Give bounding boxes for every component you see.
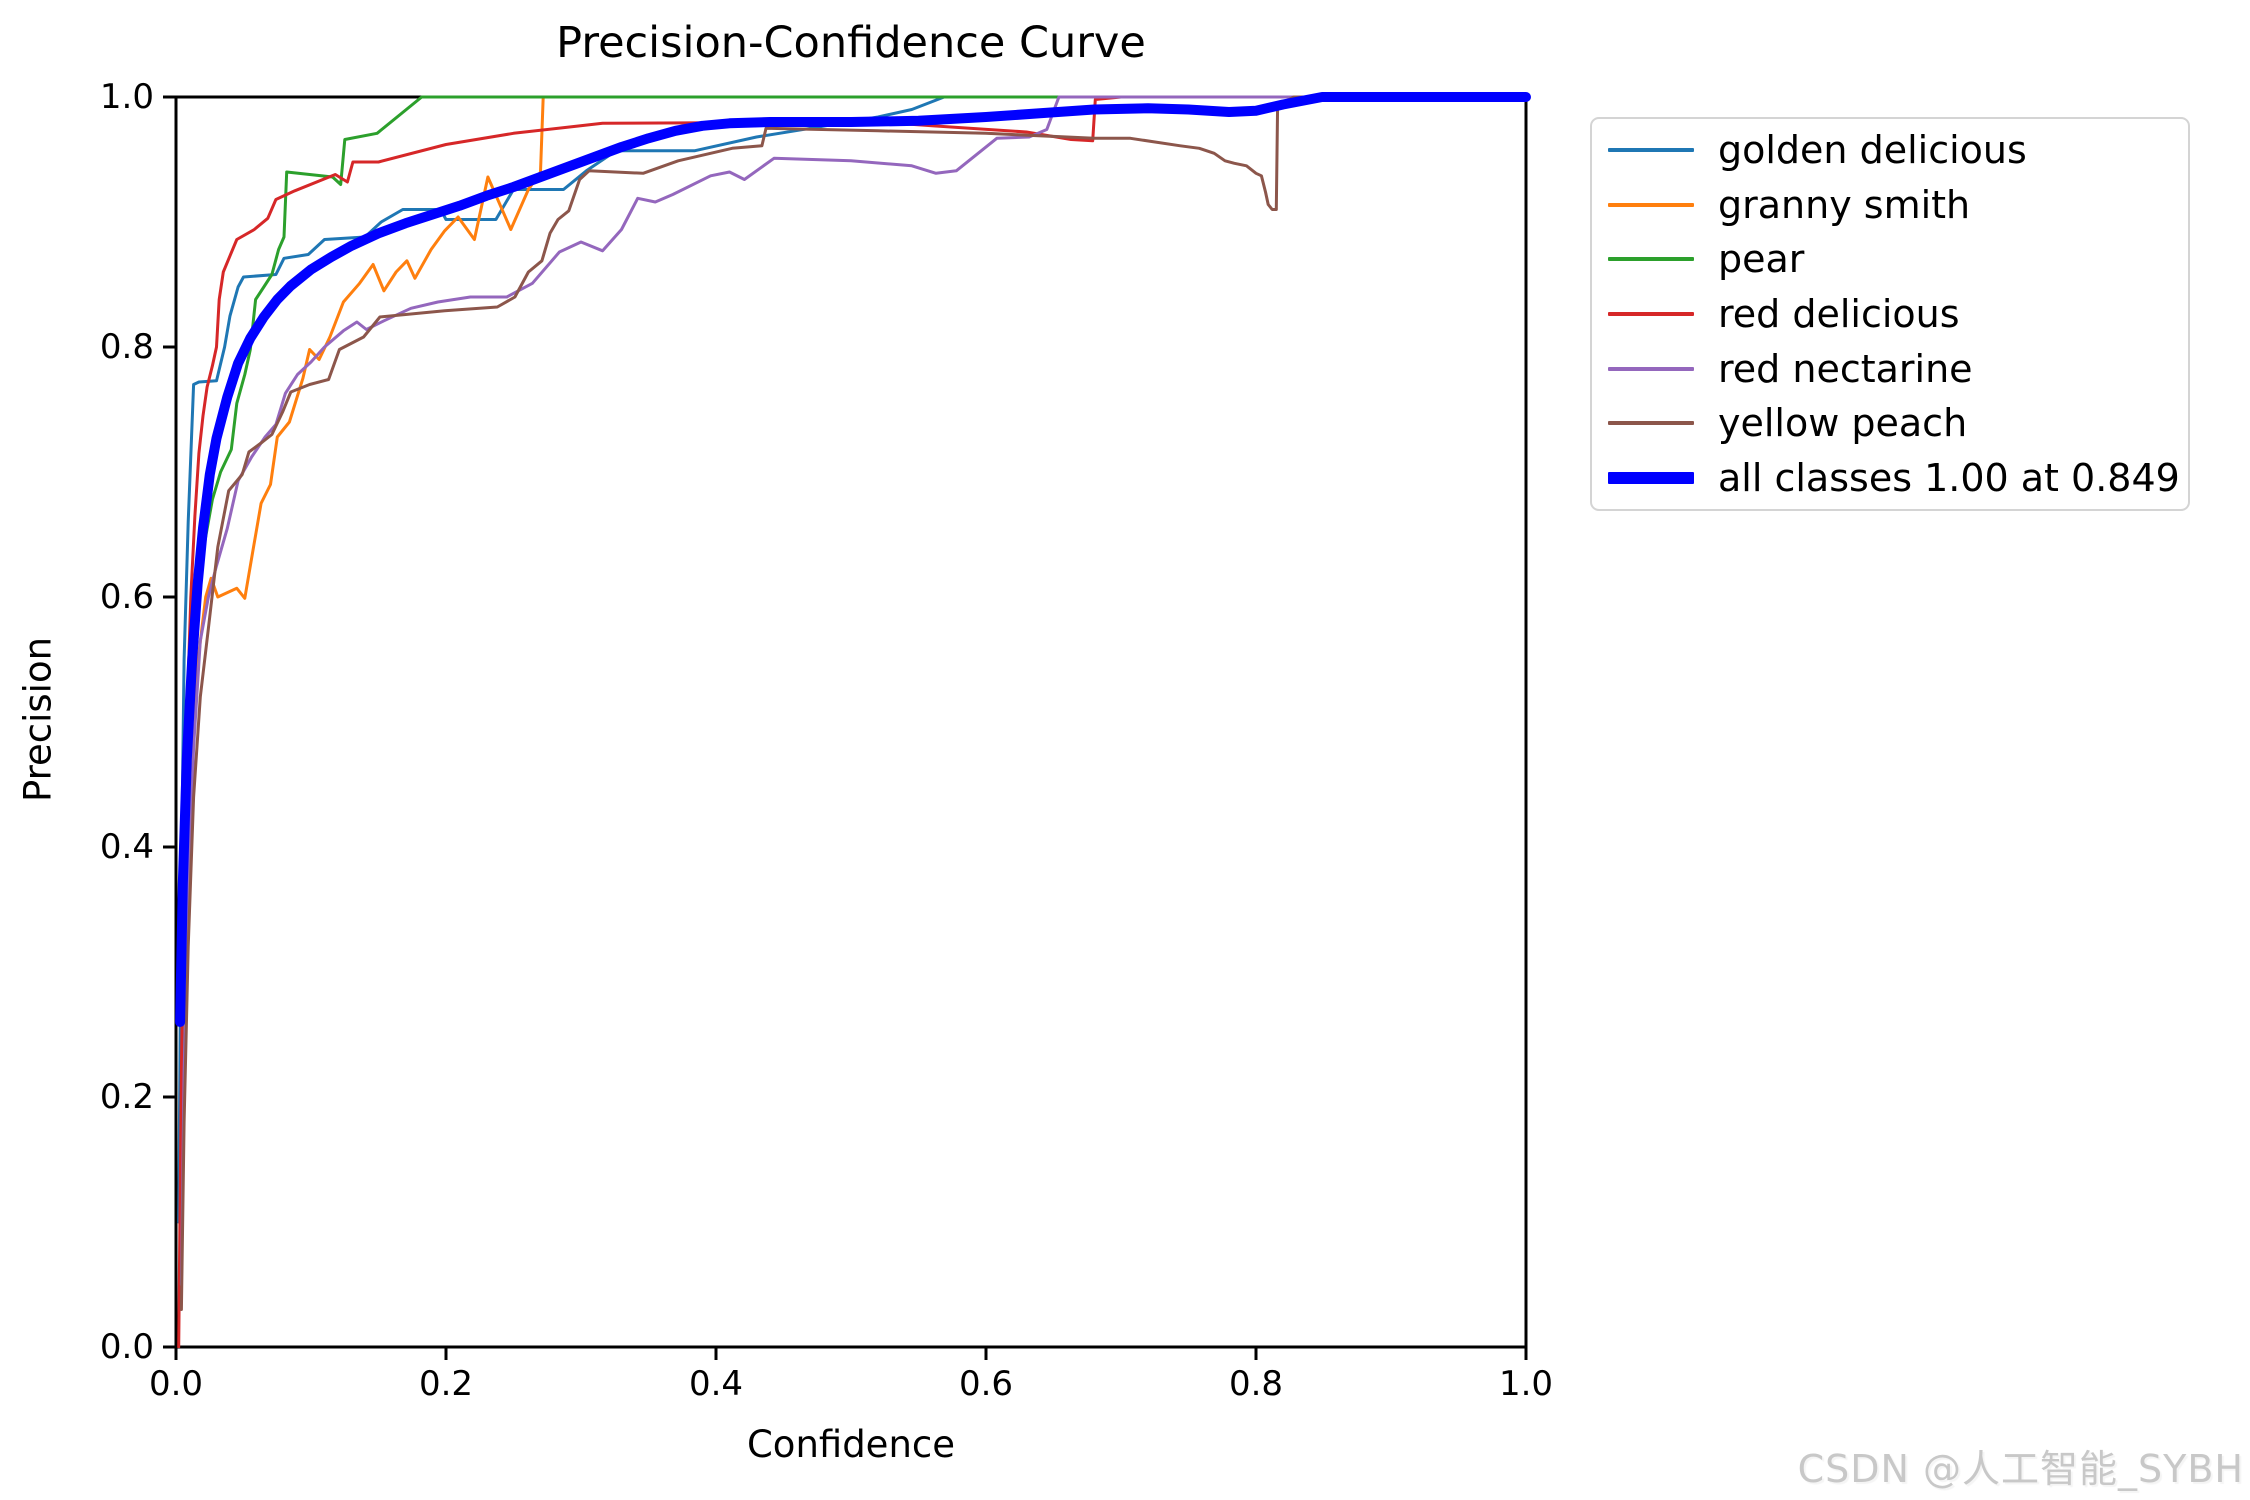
legend-swatch-red-delicious (1608, 311, 1694, 316)
x-tick-label: 0.8 (1229, 1364, 1283, 1404)
series-line-red-delicious (177, 95, 1528, 1348)
x-tick-label: 0.2 (419, 1364, 473, 1404)
legend-label: golden delicious (1718, 128, 2027, 173)
legend: golden delicious granny smith pear red deli… (1590, 117, 2190, 511)
legend-swatch-golden-delicious (1608, 148, 1694, 153)
y-tick-label: 0.0 (100, 1327, 154, 1367)
x-axis-label: Confidence (746, 1423, 956, 1466)
legend-item-yellow-peach: yellow peach (1608, 398, 2178, 448)
legend-item-all-classes-1-00-at-0-849: all classes 1.00 at 0.849 (1608, 453, 2180, 503)
legend-label: pear (1718, 237, 1805, 282)
legend-item-granny-smith: granny smith (1608, 180, 2178, 230)
watermark: CSDN @人工智能_SYBH (1797, 1447, 2244, 1491)
y-tick-label: 0.4 (100, 827, 154, 867)
legend-label: red delicious (1718, 291, 1960, 336)
series-line-red-nectarine (179, 95, 1528, 1286)
legend-swatch-yellow-peach (1608, 421, 1694, 426)
legend-label: yellow peach (1718, 401, 1968, 446)
x-tick-label: 0.6 (959, 1364, 1013, 1404)
x-tick-label: 0.4 (689, 1364, 743, 1404)
legend-swatch-red-nectarine (1608, 366, 1694, 371)
legend-item-golden-delicious: golden delicious (1608, 125, 2178, 175)
series-line-pear (178, 95, 1528, 1249)
y-tick-label: 1.0 (100, 77, 154, 117)
y-axis-label: Precision (16, 636, 60, 803)
legend-swatch-pear (1608, 257, 1694, 262)
legend-item-red-nectarine: red nectarine (1608, 344, 2178, 394)
axes-spines (174, 95, 1528, 1349)
series-line-golden-delicious (177, 95, 1528, 1224)
legend-swatch-granny-smith (1608, 202, 1694, 207)
legend-label: granny smith (1718, 182, 1971, 227)
legend-label: red nectarine (1718, 346, 1973, 391)
y-tick-label: 0.2 (100, 1077, 154, 1117)
series-line-granny-smith (178, 95, 1528, 1249)
legend-item-pear: pear (1608, 234, 2178, 284)
series-line-yellow-peach (179, 95, 1528, 1311)
x-tick-label: 1.0 (1499, 1364, 1553, 1404)
x-tick-label: 0.0 (149, 1364, 203, 1404)
chart-title: Precision-Confidence Curve (556, 18, 1146, 68)
legend-item-red-delicious: red delicious (1608, 289, 2178, 339)
y-tick-label: 0.8 (100, 327, 154, 367)
y-tick-label: 0.6 (100, 577, 154, 617)
legend-swatch-all-classes-1-00-at-0-849 (1608, 471, 1694, 484)
legend-label: all classes 1.00 at 0.849 (1718, 455, 2180, 500)
series-line-all-classes-1-00-at-0-849 (175, 92, 1531, 1027)
